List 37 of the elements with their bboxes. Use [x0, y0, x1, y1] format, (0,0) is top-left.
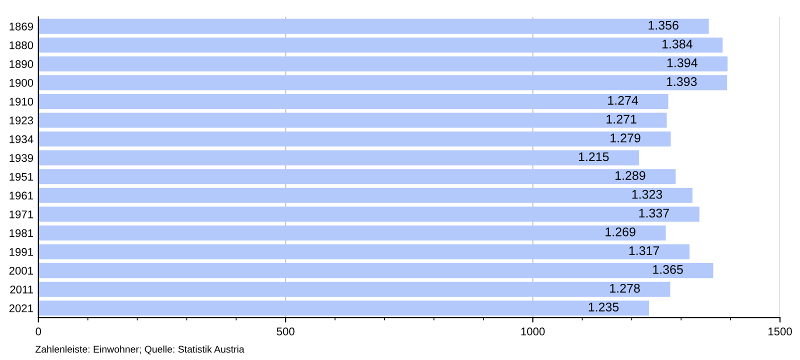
y-tick-label: 1981 [10, 229, 33, 238]
y-tick-label: 1869 [10, 22, 34, 30]
y-tick-label: 2021 [9, 304, 33, 312]
x-tick-label: 0 [36, 328, 42, 336]
x-tick-label: 500 [276, 328, 294, 336]
data-label: 1.278 [610, 284, 640, 293]
y-tick-label: 1900 [10, 78, 34, 87]
y-tick-label: 1890 [10, 60, 34, 68]
y-tick-label: 1910 [10, 98, 34, 106]
data-label: 1.269 [606, 227, 636, 236]
y-tick-label: 1939 [10, 154, 34, 162]
data-label: 1.271 [606, 114, 636, 124]
y-tick-label: 1951 [10, 172, 33, 181]
x-tick-label: 1500 [768, 328, 792, 336]
data-label: 1.215 [578, 152, 609, 162]
data-label: 1.393 [666, 77, 697, 86]
data-label: 1.274 [608, 96, 638, 105]
y-tick-label: 1961 [10, 192, 33, 200]
y-tick-label: 1880 [10, 41, 34, 50]
y-tick-label: 2011 [10, 286, 33, 294]
text: Zahlenleiste: Einwohner; Quelle: Statistik Austria [36, 346, 244, 354]
data-label: 1.317 [629, 246, 660, 256]
data-label: 1.394 [667, 58, 698, 68]
data-label: 1.384 [662, 40, 692, 48]
x-tick-label: 1000 [521, 328, 545, 336]
y-tick-label: 1971 [10, 210, 33, 218]
data-label: 1.323 [632, 190, 662, 199]
data-label: 1.337 [639, 208, 669, 218]
y-tick-label: 2001 [9, 266, 33, 275]
data-label: 1.356 [648, 20, 678, 30]
y-tick-label: 1923 [10, 116, 34, 124]
data-label: 1.289 [616, 171, 646, 180]
data-label: 1.235 [588, 302, 619, 312]
y-tick-label: 1991 [10, 248, 33, 256]
data-label: 1.279 [610, 134, 640, 142]
data-label: 1.365 [653, 265, 683, 274]
y-tick-label: 1934 [10, 135, 34, 144]
